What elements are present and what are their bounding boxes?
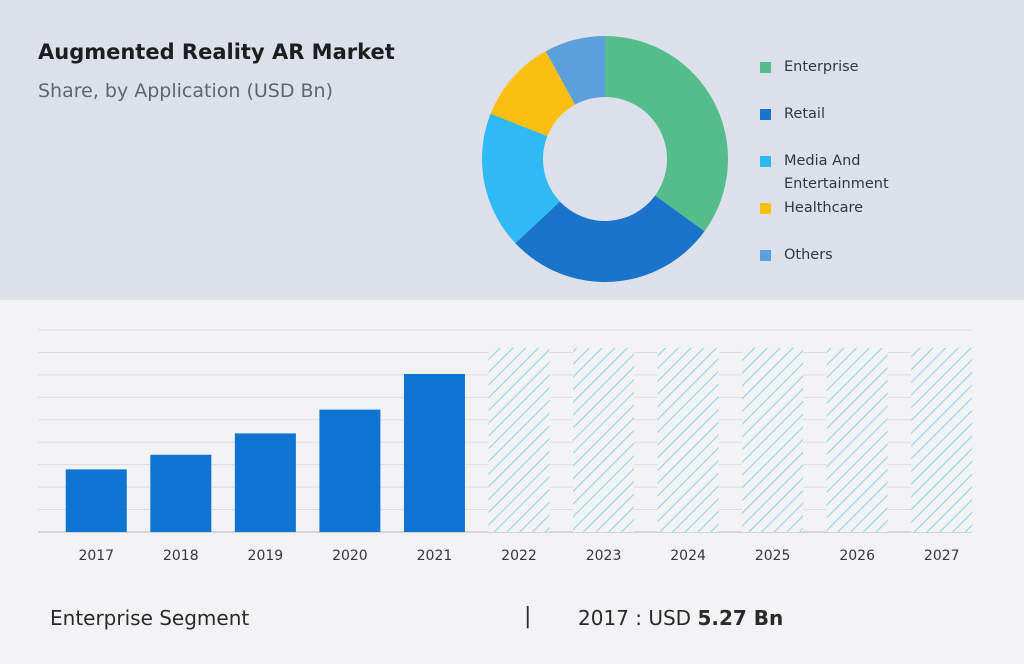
x-tick-label-2027: 2027 [924, 548, 960, 564]
legend-item-enterprise: Enterprise [760, 56, 950, 79]
legend-swatch-enterprise [760, 62, 771, 73]
donut-slice-retail [515, 195, 705, 282]
chart-subtitle: Share, by Application (USD Bn) [38, 80, 333, 102]
forecast-bar-2022 [488, 347, 550, 532]
donut-slice-healthcare [490, 51, 576, 137]
footer-separator: | [524, 604, 532, 629]
legend-item-retail: Retail [760, 103, 950, 126]
segment-value: 2017 : USD 5.27 Bn [578, 606, 783, 630]
x-tick-label-2020: 2020 [332, 548, 368, 564]
donut-slice-media-and-entertainment [482, 113, 560, 244]
x-tick-label-2026: 2026 [839, 548, 875, 564]
bar-2021 [403, 373, 465, 532]
legend-swatch-retail [760, 109, 771, 120]
donut-slice-others [545, 36, 605, 105]
x-tick-label-2017: 2017 [78, 548, 114, 564]
x-tick-label-2022: 2022 [501, 548, 537, 564]
donut-legend: Enterprise Retail Media And Entertainmen… [760, 0, 960, 300]
legend-label-others: Others [784, 247, 833, 263]
x-axis-ticks: 2017 2018 2019 2020 2021 2022 2023 2024 2025 2026… [78, 548, 959, 564]
segment-year-prefix: 2017 : USD [578, 606, 698, 630]
forecast-bar-2024 [657, 347, 719, 532]
chart-title: Augmented Reality AR Market [38, 40, 395, 64]
forecast-bar-2027 [911, 347, 973, 532]
segment-label: Enterprise Segment [50, 606, 250, 630]
legend-item-healthcare: Healthcare [760, 197, 950, 220]
legend-label-retail: Retail [784, 106, 825, 122]
segment-value-number: 5.27 Bn [697, 606, 784, 630]
donut-chart [482, 36, 728, 282]
legend-swatch-others [760, 250, 771, 261]
donut-slice-enterprise [605, 36, 728, 232]
bar-2019 [234, 433, 296, 532]
legend-label-enterprise: Enterprise [784, 59, 859, 75]
forecast-bar-2025 [742, 347, 804, 532]
chart-bars [65, 347, 973, 532]
forecast-bar-2023 [573, 347, 635, 532]
bar-2017 [65, 469, 127, 532]
x-tick-label-2019: 2019 [248, 548, 284, 564]
legend-label-media: Media And Entertainment [784, 153, 889, 192]
x-tick-label-2025: 2025 [755, 548, 791, 564]
forecast-bar-2026 [826, 347, 888, 532]
x-tick-label-2024: 2024 [670, 548, 706, 564]
legend-item-media: Media And Entertainment [760, 150, 950, 196]
bar-2020 [319, 409, 381, 532]
x-tick-label-2023: 2023 [586, 548, 622, 564]
bar-2018 [150, 454, 212, 532]
bar-chart: 2017 2018 2019 2020 2021 2022 2023 2024 2025 2026… [38, 329, 973, 564]
legend-swatch-healthcare [760, 203, 771, 214]
legend-item-others: Others [760, 244, 950, 267]
x-tick-label-2018: 2018 [163, 548, 199, 564]
legend-label-healthcare: Healthcare [784, 200, 864, 216]
legend-swatch-media [760, 156, 771, 167]
x-tick-label-2021: 2021 [417, 548, 453, 564]
